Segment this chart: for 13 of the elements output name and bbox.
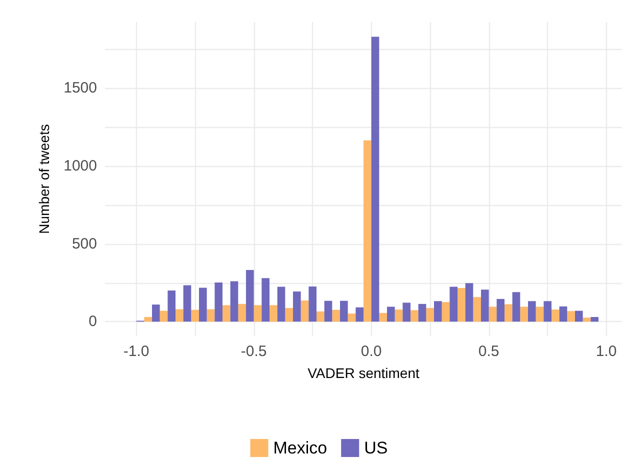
- y-tick-label: 1500: [64, 80, 97, 97]
- x-axis-title: VADER sentiment: [308, 365, 420, 381]
- x-tick-label: 0.0: [360, 343, 382, 360]
- y-tick-label: 0: [88, 313, 97, 330]
- y-tick-label: 1000: [64, 158, 97, 174]
- legend-label: Mexico: [273, 438, 328, 458]
- y-axis-title: Number of tweets: [36, 124, 52, 234]
- legend-label: US: [364, 438, 388, 458]
- x-tick-label: -0.5: [240, 343, 267, 360]
- x-tick-label: 1.0: [596, 343, 617, 360]
- x-tick-label: -1.0: [123, 343, 150, 360]
- y-tick-label: 500: [72, 235, 97, 252]
- x-tick-label: 0.5: [478, 343, 500, 360]
